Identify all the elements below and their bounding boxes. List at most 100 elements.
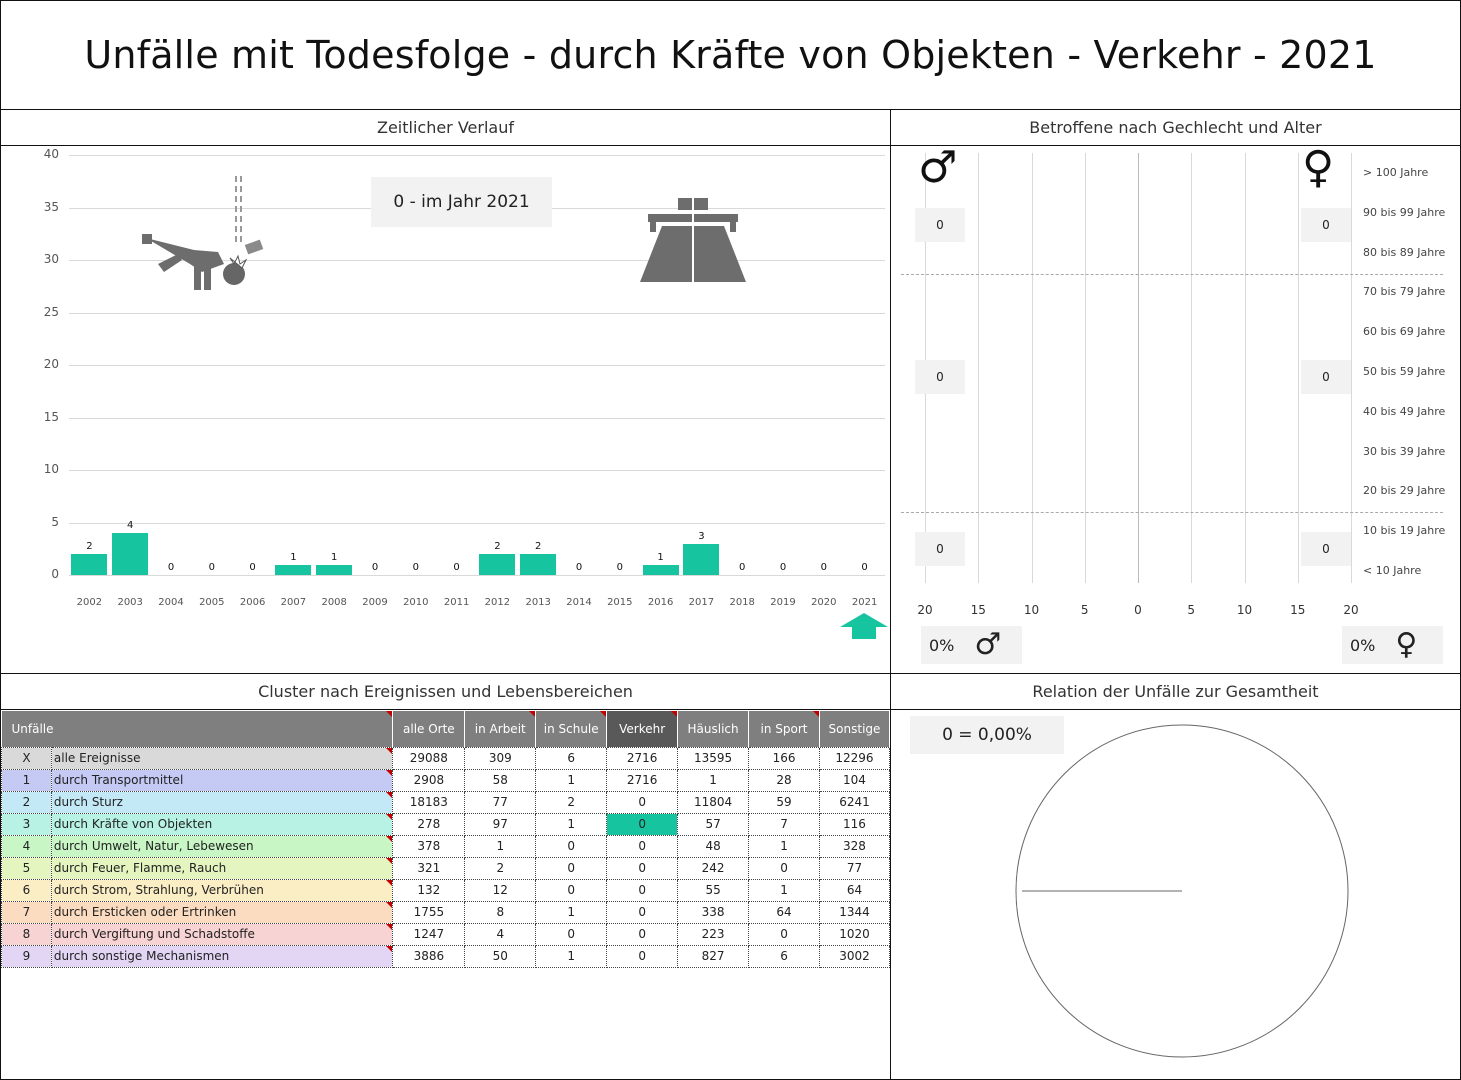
- age-group-label: > 100 Jahre: [1363, 166, 1429, 179]
- value-cell: 0: [606, 944, 679, 968]
- row-code-cell: 7: [1, 900, 52, 924]
- value-cell: 1: [535, 812, 608, 836]
- row-label-cell: durch Feuer, Flamme, Rauch: [50, 856, 394, 880]
- gridline: [1244, 153, 1246, 583]
- x-tick-label: 2009: [362, 597, 388, 608]
- bar: [71, 554, 108, 575]
- value-cell: 28: [748, 768, 820, 792]
- female-symbol-icon: ♀: [1302, 142, 1335, 193]
- column-header-selected[interactable]: Verkehr: [606, 711, 679, 747]
- column-header[interactable]: Häuslich: [677, 711, 750, 747]
- value-cell: 0: [606, 856, 679, 880]
- timeline-panel-header: Zeitlicher Verlauf: [1, 110, 890, 146]
- male-count-box: 0: [915, 360, 965, 394]
- x-tick-label: 2018: [729, 597, 755, 608]
- row-code-cell: 6: [1, 878, 52, 902]
- x-tick-label: 10: [1023, 603, 1040, 617]
- value-cell: 77: [464, 790, 537, 814]
- value-cell: 1: [677, 768, 750, 792]
- column-header[interactable]: in Arbeit: [464, 711, 537, 747]
- data-label: 1: [331, 551, 338, 563]
- gridline: [978, 153, 980, 583]
- value-cell: 48: [677, 834, 750, 858]
- gridline: [69, 522, 885, 524]
- x-tick-label: 20: [1343, 603, 1359, 617]
- data-label: 1: [290, 551, 297, 563]
- value-cell: 55: [677, 878, 750, 902]
- comment-marker: [386, 945, 393, 952]
- column-header[interactable]: Sonstige: [819, 711, 891, 747]
- x-tick-label: 2005: [199, 597, 225, 608]
- comment-marker: [386, 923, 393, 930]
- table-row[interactable]: 9 durch sonstige Mechanismen 3886 50 1 0 827 6 3…: [1, 944, 891, 968]
- value-cell: 1: [535, 944, 608, 968]
- page-title: Unfälle mit Todesfolge - durch Kräfte vo…: [84, 33, 1377, 77]
- gridline: [69, 470, 885, 471]
- value-cell: 0: [535, 856, 608, 880]
- x-tick-label: 15: [1290, 603, 1306, 617]
- male-percent-box: 0% ♂: [921, 626, 1022, 664]
- gridline: [1138, 153, 1139, 583]
- value-cell: 59: [748, 790, 820, 814]
- value-cell: 0: [748, 922, 820, 946]
- age-band-divider: [901, 274, 1443, 275]
- up-arrow-icon: [840, 613, 888, 639]
- gridline: [1191, 153, 1193, 583]
- value-cell: 4: [464, 922, 537, 946]
- value-cell: 104: [818, 768, 891, 792]
- data-label: 4: [127, 520, 134, 531]
- value-cell: 77: [818, 856, 891, 880]
- age-group-label: 40 bis 49 Jahre: [1363, 404, 1446, 418]
- x-tick-label: 2012: [484, 597, 511, 608]
- relation-panel-header: Relation der Unfälle zur Gesamtheit: [891, 674, 1460, 710]
- table-row[interactable]: 8 durch Vergiftung und Schadstoffe 1247 4 0 0…: [1, 922, 891, 946]
- x-tick-label: 2007: [280, 597, 307, 608]
- value-cell: 0: [606, 878, 679, 902]
- male-count-box: 0: [915, 532, 965, 566]
- column-header[interactable]: in Sport: [748, 711, 820, 747]
- value-cell: 378: [392, 834, 466, 858]
- column-header[interactable]: Unfälle: [1, 711, 394, 747]
- x-tick-label: 2017: [688, 597, 715, 608]
- comment-marker: [386, 813, 393, 820]
- table-row[interactable]: 7 durch Ersticken oder Ertrinken 1755 8 1 0 33…: [1, 900, 891, 924]
- table-row[interactable]: 5 durch Feuer, Flamme, Rauch 321 2 0 0 242 0 77: [1, 856, 891, 880]
- data-label: 0: [208, 562, 215, 573]
- female-percent-box: 0% ♀: [1342, 626, 1443, 664]
- value-cell: 12296: [818, 746, 891, 770]
- data-label: 2: [494, 541, 501, 552]
- gridline: [69, 260, 885, 261]
- column-header[interactable]: in Schule: [535, 711, 608, 747]
- data-label: 2: [86, 541, 93, 552]
- value-cell: 64: [748, 900, 820, 924]
- table-row[interactable]: 4 durch Umwelt, Natur, Lebewesen 378 1 0 0 48 1…: [1, 834, 891, 858]
- x-tick-label: 5: [1080, 603, 1089, 617]
- column-header[interactable]: alle Orte: [392, 711, 466, 747]
- y-tick-label: 25: [43, 304, 59, 319]
- gridline: [1084, 153, 1086, 583]
- y-tick-label: 5: [51, 514, 59, 529]
- x-tick-label: 2010: [403, 597, 429, 608]
- y-tick-label: 40: [43, 147, 59, 161]
- age-band-divider: [901, 512, 1443, 513]
- table-row[interactable]: 1 durch Transportmittel 2908 58 1 2716 1 28 104: [1, 768, 891, 792]
- relation-pie-chart: [1015, 724, 1349, 1058]
- table-row[interactable]: 3 durch Kräfte von Objekten 278 97 1 0 57 7 116: [1, 812, 891, 836]
- comment-marker: [386, 835, 393, 842]
- age-group-label: 60 bis 69 Jahre: [1363, 325, 1446, 339]
- female-symbol-icon: ♀: [1395, 627, 1418, 662]
- row-code-cell: 9: [1, 944, 52, 968]
- table-row[interactable]: 6 durch Strom, Strahlung, Verbrühen 132 12 0…: [1, 878, 891, 902]
- x-tick-label: 2021: [851, 597, 878, 608]
- row-label-cell: durch Sturz: [50, 790, 394, 814]
- male-percent-value: 0%: [929, 635, 955, 655]
- data-label: 0: [371, 562, 379, 573]
- cluster-panel-header: Cluster nach Ereignissen und Lebensberei…: [1, 674, 890, 710]
- value-cell: 0: [535, 922, 608, 946]
- data-label: 2: [535, 541, 542, 552]
- value-cell: 6241: [818, 790, 891, 814]
- value-cell: 1755: [392, 900, 466, 924]
- row-label-cell: durch Ersticken oder Ertrinken: [50, 900, 394, 924]
- table-row[interactable]: 2 durch Sturz 18183 77 2 0 11804 59 6241: [1, 790, 891, 814]
